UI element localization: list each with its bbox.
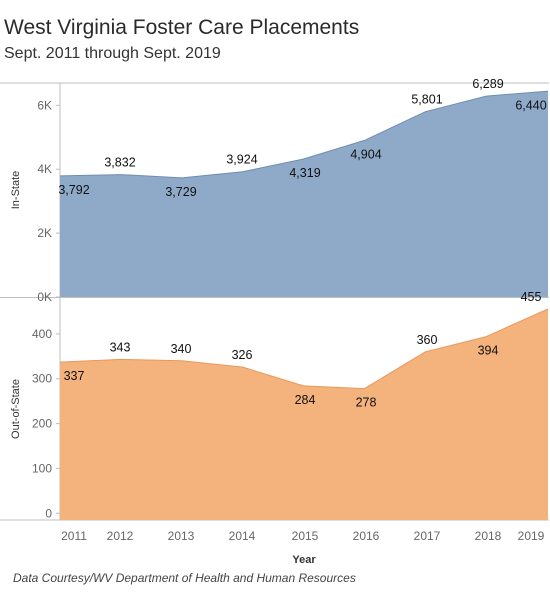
x-tick-label: 2016 — [353, 529, 380, 543]
out-of-state-ytick-label: 200 — [32, 417, 52, 431]
x-tick-label: 2018 — [475, 529, 502, 543]
in-state-data-label: 4,319 — [289, 166, 320, 180]
out-of-state-data-label: 343 — [110, 340, 131, 354]
in-state-ytick-label: 6K — [37, 98, 52, 112]
in-state-data-label: 3,924 — [226, 153, 257, 167]
in-state-data-label: 6,289 — [472, 77, 503, 91]
chart-subtitle: Sept. 2011 through Sept. 2019 — [4, 45, 221, 62]
x-tick-label: 2017 — [414, 529, 441, 543]
in-state-area — [60, 91, 548, 297]
x-tick-label: 2014 — [229, 529, 256, 543]
out-of-state-ytick-label: 400 — [32, 327, 52, 341]
in-state-data-label: 4,904 — [350, 147, 381, 161]
x-tick-label: 2013 — [168, 529, 195, 543]
in-state-data-label: 6,440 — [515, 98, 546, 112]
out-of-state-ytick-label: 100 — [32, 461, 52, 475]
out-of-state-data-label: 455 — [521, 290, 542, 304]
in-state-ytick-label: 0K — [37, 290, 52, 304]
x-tick-label: 2015 — [292, 529, 319, 543]
out-of-state-axis-title: Out-of-State — [10, 379, 22, 439]
in-state-axis-title: In-State — [10, 171, 22, 210]
source-note: Data Courtesy/WV Department of Health an… — [13, 571, 356, 585]
out-of-state-data-label: 360 — [417, 333, 438, 347]
out-of-state-data-label: 278 — [356, 396, 377, 410]
chart-title: West Virginia Foster Care Placements — [4, 16, 360, 39]
out-of-state-line — [59, 308, 548, 390]
out-of-state-data-label: 394 — [478, 344, 499, 358]
out-of-state-data-label: 340 — [171, 342, 192, 356]
x-tick-label: 2019 — [518, 529, 545, 543]
out-of-state-data-label: 326 — [232, 348, 253, 362]
out-of-state-ytick-label: 300 — [32, 372, 52, 386]
x-tick-label: 2012 — [107, 529, 134, 543]
in-state-ytick-label: 4K — [37, 162, 52, 176]
x-axis-title: Year — [292, 554, 316, 566]
out-of-state-ytick-label: 0 — [45, 506, 52, 520]
in-state-data-label: 5,801 — [411, 93, 442, 107]
in-state-ytick-label: 2K — [37, 226, 52, 240]
in-state-data-label: 3,792 — [58, 183, 89, 197]
in-state-data-label: 3,832 — [104, 156, 135, 170]
out-of-state-area — [60, 309, 548, 520]
out-of-state-data-label: 284 — [295, 393, 316, 407]
out-of-state-data-label: 337 — [64, 369, 85, 383]
x-tick-label: 2011 — [61, 529, 87, 543]
in-state-data-label: 3,729 — [165, 185, 196, 199]
in-state-line — [59, 90, 548, 179]
